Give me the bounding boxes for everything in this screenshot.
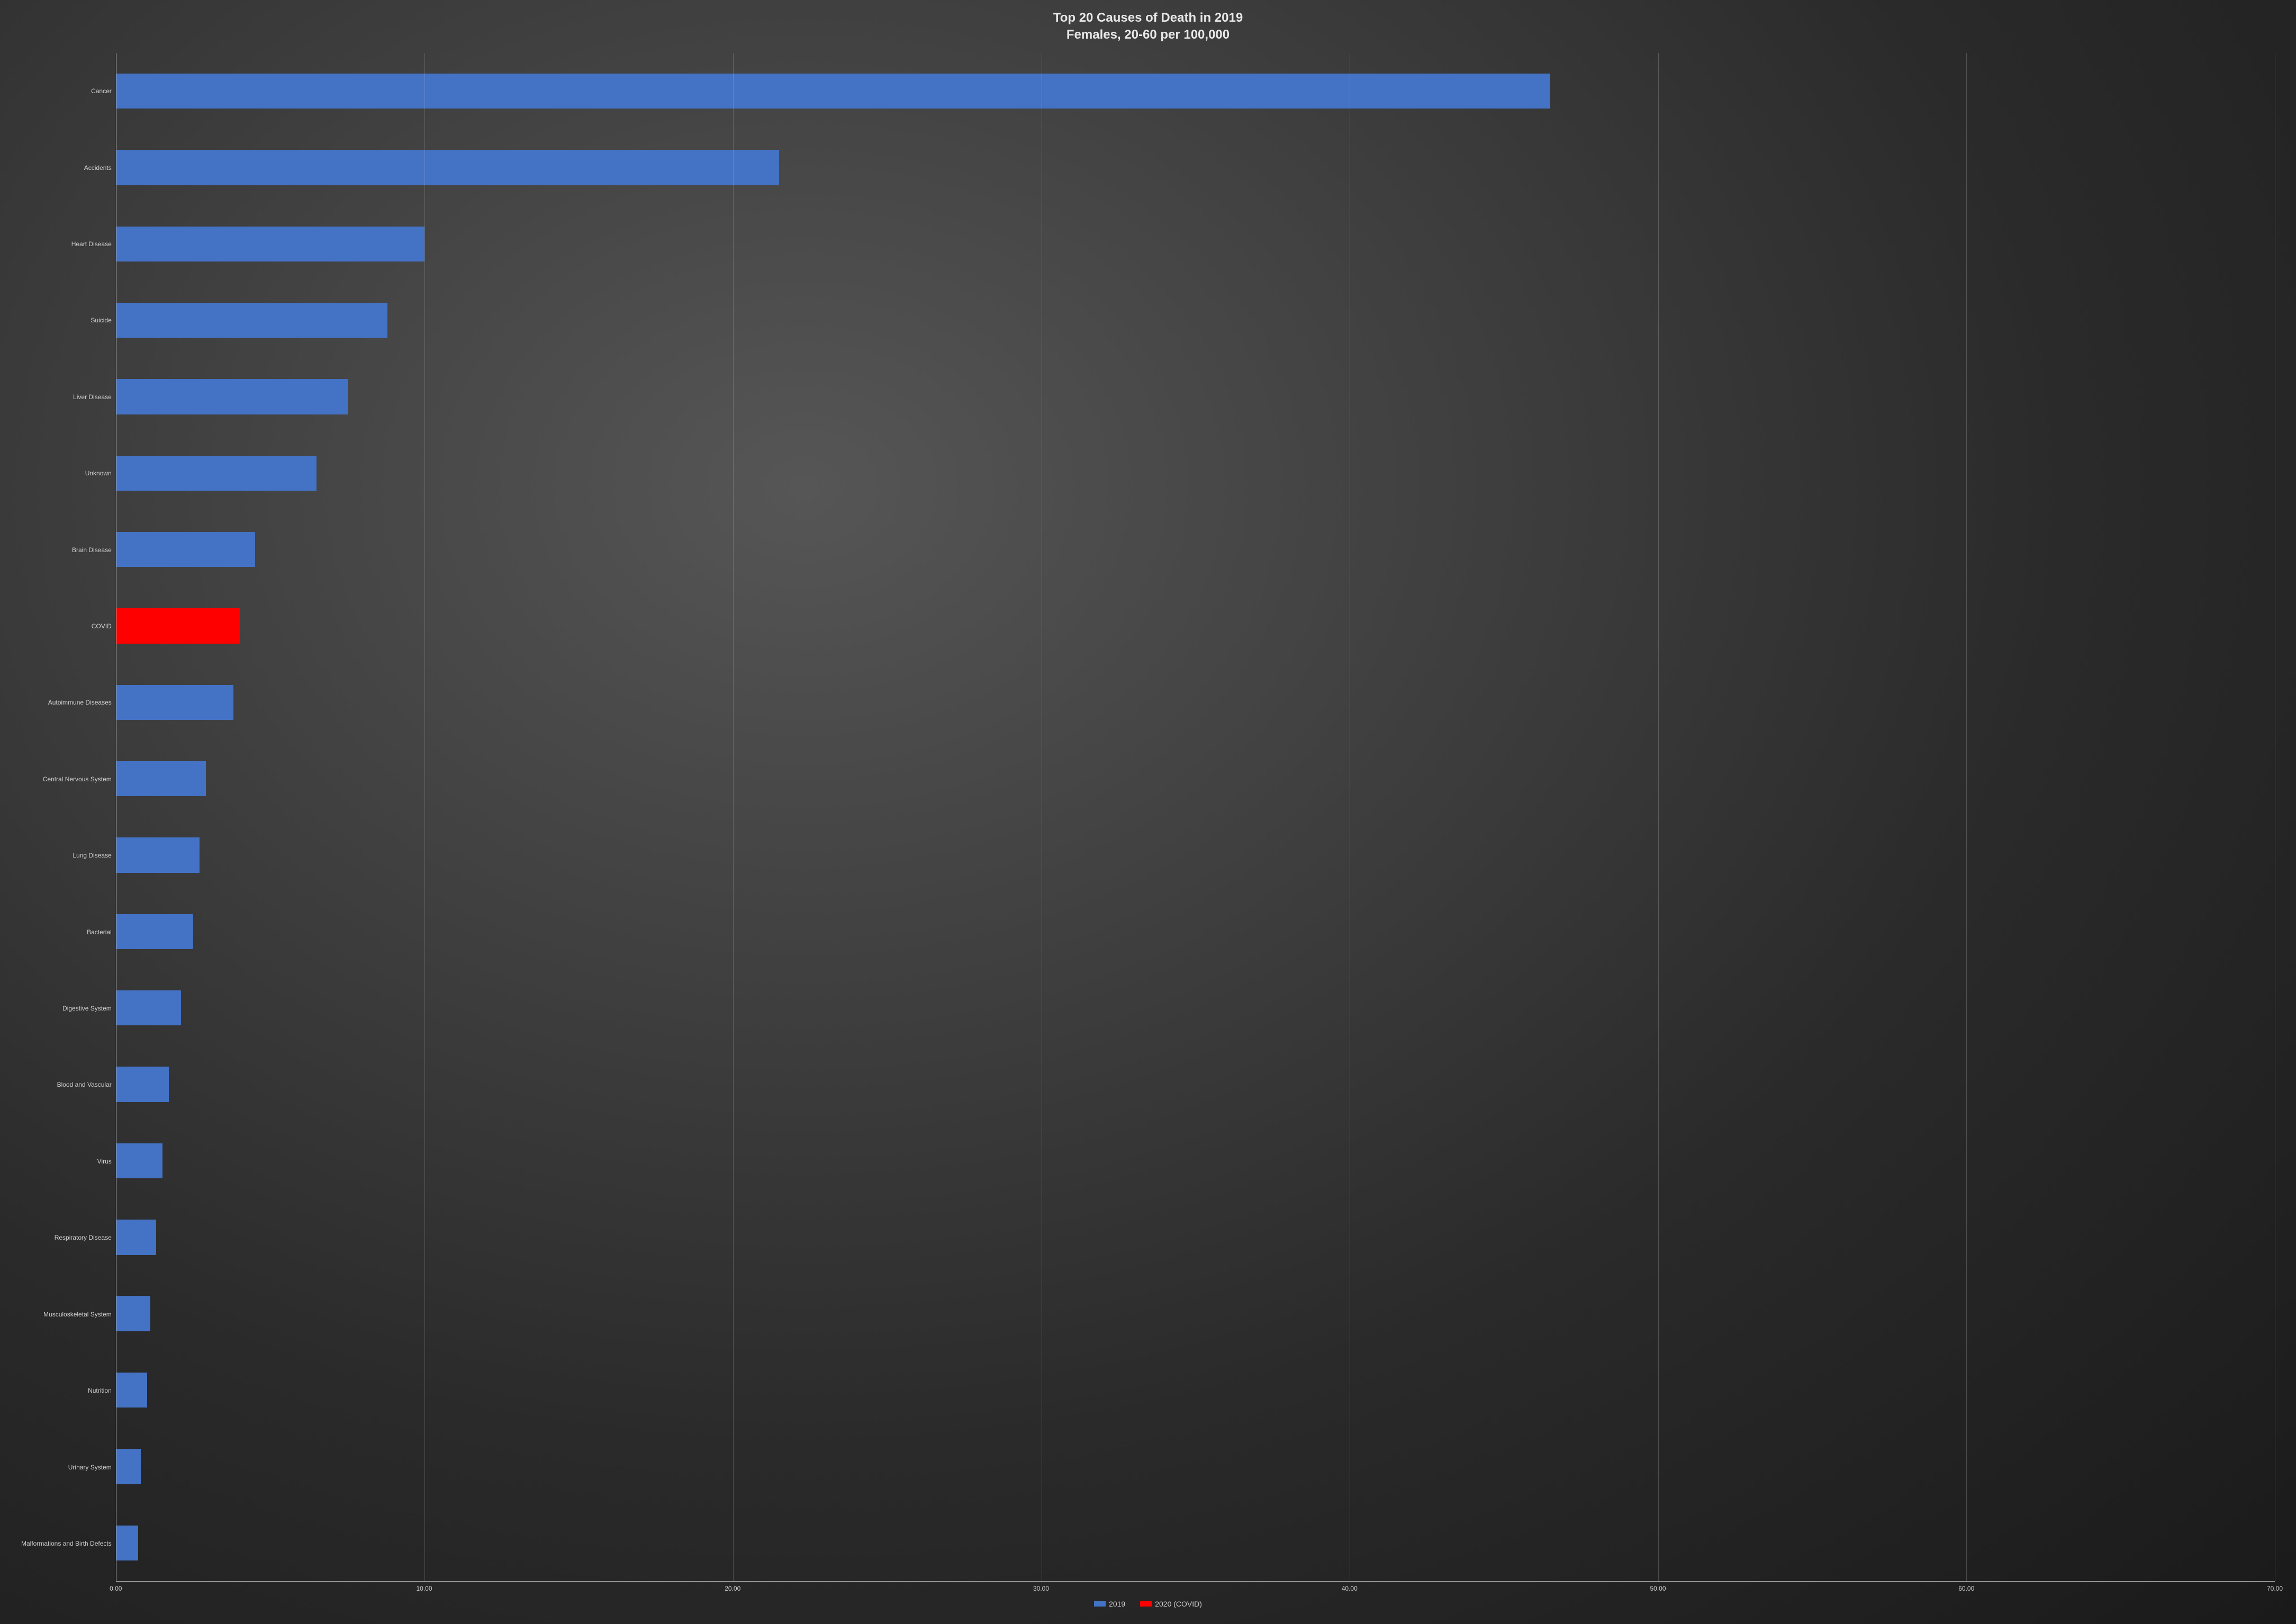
chart-title-line1: Top 20 Causes of Death in 2019 [21, 11, 2275, 25]
x-axis-tick: 30.00 [1033, 1585, 1049, 1592]
bar-row [116, 358, 2275, 435]
gridline [1658, 53, 1659, 1581]
bar [116, 685, 233, 720]
bar [116, 761, 206, 796]
bar-row [116, 1428, 2275, 1504]
x-axis-tick: 10.00 [416, 1585, 432, 1592]
bar-row [116, 53, 2275, 129]
y-axis-label: Unknown [85, 435, 112, 511]
bar-row [116, 1352, 2275, 1428]
bar-row [116, 741, 2275, 817]
bar-row [116, 588, 2275, 664]
bar-row [116, 894, 2275, 970]
legend-item: 2020 (COVID) [1140, 1600, 1202, 1608]
y-axis-label: Urinary System [68, 1429, 112, 1505]
chart-container: Top 20 Causes of Death in 2019 Females, … [0, 0, 2296, 1624]
x-axis-tick: 40.00 [1342, 1585, 1358, 1592]
y-axis-label: Heart Disease [71, 206, 112, 282]
y-axis-label: Malformations and Birth Defects [21, 1505, 112, 1582]
y-axis-label: Respiratory Disease [55, 1199, 112, 1276]
bar [116, 1373, 147, 1408]
gridline [1966, 53, 1967, 1581]
y-axis-label: Accidents [84, 129, 112, 205]
bar-row [116, 1123, 2275, 1199]
y-axis-label: Digestive System [62, 970, 112, 1046]
legend-label: 2020 (COVID) [1155, 1600, 1202, 1608]
chart-title-line2: Females, 20-60 per 100,000 [21, 28, 2275, 42]
bar-row [116, 1505, 2275, 1581]
bars-stack [116, 53, 2275, 1581]
gridline [424, 53, 425, 1581]
x-axis-tick: 70.00 [2267, 1585, 2283, 1592]
x-axis-spacer [21, 1585, 116, 1596]
y-axis: CancerAccidentsHeart DiseaseSuicideLiver… [21, 53, 116, 1582]
y-axis-label: Bacterial [87, 894, 112, 970]
gridline [733, 53, 734, 1581]
x-axis-tick: 20.00 [725, 1585, 740, 1592]
bar-row [116, 282, 2275, 358]
bar-row [116, 1276, 2275, 1352]
bar [116, 74, 1550, 109]
bar [116, 914, 194, 949]
y-axis-label: Blood and Vascular [57, 1046, 112, 1123]
y-axis-label: Central Nervous System [43, 741, 112, 817]
y-axis-label: Cancer [91, 53, 112, 129]
bar-row [116, 206, 2275, 282]
bar [116, 1067, 169, 1102]
bar-row [116, 664, 2275, 741]
bar [116, 1220, 157, 1255]
y-axis-label: Autoimmune Diseases [48, 664, 112, 741]
legend: 2019 2020 (COVID) [21, 1600, 2275, 1608]
bar [116, 150, 780, 185]
x-axis-tick: 60.00 [1958, 1585, 1974, 1592]
bar [116, 227, 425, 261]
bar [116, 1143, 162, 1178]
y-axis-label: Suicide [91, 282, 111, 358]
y-axis-label: Lung Disease [73, 817, 111, 894]
x-axis: 0.0010.0020.0030.0040.0050.0060.0070.00 [116, 1585, 2275, 1596]
legend-label: 2019 [1109, 1600, 1125, 1608]
y-axis-label: Virus [97, 1123, 112, 1199]
bar-row [116, 511, 2275, 588]
y-axis-label: Nutrition [88, 1352, 112, 1429]
bar [116, 1296, 150, 1331]
bar [116, 837, 200, 872]
legend-swatch [1140, 1601, 1152, 1607]
legend-swatch [1094, 1601, 1106, 1607]
bar [116, 1449, 141, 1484]
bar [116, 303, 388, 338]
y-axis-label: Brain Disease [72, 511, 112, 588]
bar-row [116, 435, 2275, 511]
y-axis-label: Liver Disease [73, 359, 112, 435]
bar [116, 1526, 138, 1560]
plot-area: CancerAccidentsHeart DiseaseSuicideLiver… [21, 53, 2275, 1582]
y-axis-label: COVID [92, 588, 112, 664]
x-axis-tick: 50.00 [1650, 1585, 1666, 1592]
bar [116, 456, 317, 491]
y-axis-label: Musculoskeletal System [43, 1276, 112, 1352]
bar-row [116, 817, 2275, 893]
bar [116, 379, 348, 414]
bar [116, 532, 255, 567]
bar-row [116, 129, 2275, 205]
bar-row [116, 970, 2275, 1046]
x-axis-wrap: 0.0010.0020.0030.0040.0050.0060.0070.00 [21, 1585, 2275, 1596]
x-axis-tick: 0.00 [110, 1585, 122, 1592]
bar [116, 990, 181, 1025]
bar-row [116, 1199, 2275, 1275]
bar [116, 608, 240, 643]
bars-area [116, 53, 2275, 1582]
bar-row [116, 1046, 2275, 1122]
legend-item: 2019 [1094, 1600, 1125, 1608]
